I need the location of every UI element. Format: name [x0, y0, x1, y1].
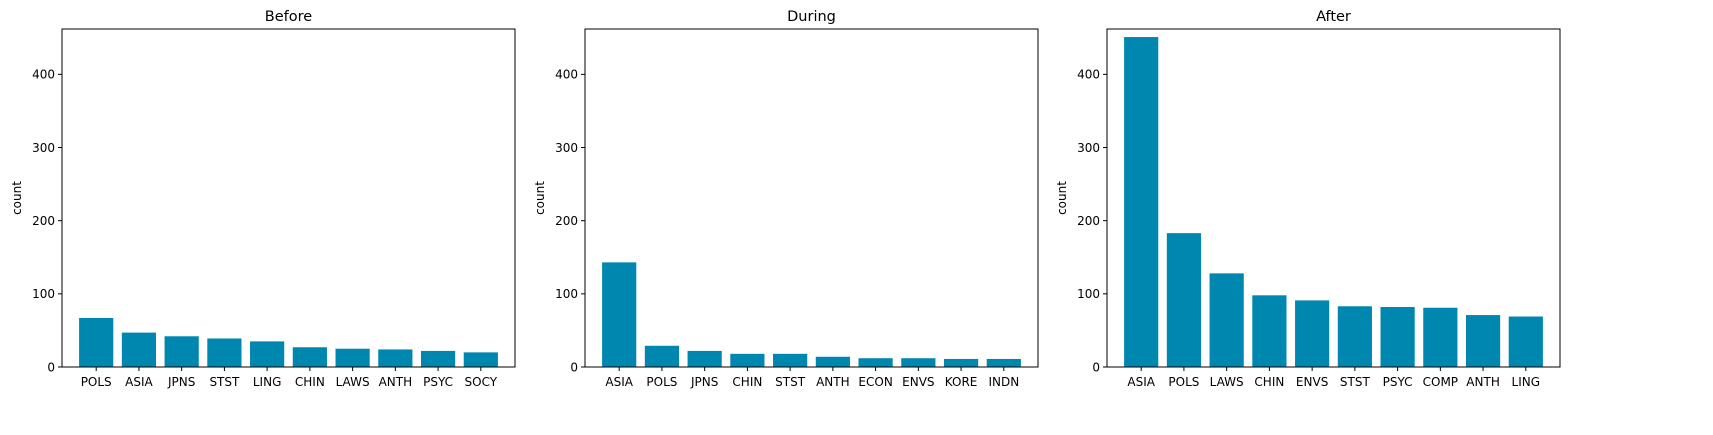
- bar-anth: [378, 349, 413, 367]
- y-tick-label: 400: [1077, 68, 1100, 82]
- x-tick-label: ASIA: [1127, 375, 1155, 389]
- bar-laws: [335, 348, 370, 367]
- bar-ling: [250, 341, 285, 367]
- bar-socy: [463, 352, 498, 367]
- bar-indn: [986, 358, 1021, 367]
- x-tick-label: STST: [775, 375, 806, 389]
- x-tick-label: ENVS: [902, 375, 934, 389]
- y-tick-label: 100: [32, 287, 55, 301]
- bar-psyc: [1380, 307, 1415, 367]
- bar-stst: [1337, 306, 1372, 367]
- x-tick-label: CHIN: [295, 375, 325, 389]
- x-tick-label: STST: [1340, 375, 1371, 389]
- y-tick-label: 400: [555, 68, 578, 82]
- x-tick-label: ECON: [858, 375, 892, 389]
- x-tick-label: ENVS: [1296, 375, 1328, 389]
- bar-pols: [644, 345, 680, 367]
- x-tick-label: ANTH: [379, 375, 413, 389]
- y-tick-label: 100: [555, 287, 578, 301]
- x-tick-label: INDN: [988, 375, 1019, 389]
- plot-frame: [1106, 28, 1561, 368]
- x-tick-label: KORE: [945, 375, 978, 389]
- plot-frame: [584, 28, 1039, 368]
- x-tick-label: STST: [209, 375, 240, 389]
- y-tick-label: 200: [555, 214, 578, 228]
- x-tick-label: POLS: [1168, 375, 1199, 389]
- bar-jpns: [687, 350, 722, 367]
- bar-asia: [121, 332, 157, 367]
- bar-stst: [207, 338, 242, 367]
- bar-jpns: [164, 336, 199, 367]
- plot-frame: [61, 28, 516, 368]
- bar-laws: [1209, 273, 1244, 367]
- chart-title: After: [1316, 9, 1351, 25]
- y-tick-label: 200: [1077, 214, 1100, 228]
- y-tick-label: 300: [32, 141, 55, 155]
- bar-pols: [1166, 233, 1202, 367]
- y-tick-label: 200: [32, 214, 55, 228]
- x-tick-label: PSYC: [1383, 375, 1413, 389]
- chart-panel-after: ASIA POLS LAWS CHIN ENVS STST PSYC COMP ANTH LING…: [1055, 9, 1561, 389]
- x-tick-label: COMP: [1423, 375, 1458, 389]
- bar-ling: [1508, 316, 1543, 367]
- chart-panel-during: ASIA POLS JPNS CHIN STST ANTH ECON ENVS KORE INDN…: [533, 9, 1039, 389]
- bar-chin: [292, 347, 327, 367]
- chart-title: During: [787, 9, 836, 25]
- y-tick-label: 0: [1092, 360, 1100, 374]
- bar-asia: [1124, 37, 1159, 368]
- bar-anth: [1465, 315, 1501, 367]
- x-tick-label: ASIA: [125, 375, 153, 389]
- bar-pols: [79, 317, 114, 367]
- x-tick-label: LING: [253, 375, 282, 389]
- y-axis-label: count: [533, 181, 547, 215]
- y-tick-label: 0: [47, 360, 55, 374]
- bar-stst: [773, 353, 808, 367]
- bar-psyc: [420, 350, 456, 367]
- y-axis-label: count: [10, 181, 24, 215]
- x-tick-label: SOCY: [465, 375, 498, 389]
- x-tick-label: ANTH: [1466, 375, 1500, 389]
- bar-asia: [602, 262, 637, 367]
- y-tick-label: 400: [32, 68, 55, 82]
- bar-anth: [815, 356, 850, 367]
- x-tick-label: ANTH: [816, 375, 850, 389]
- bar-kore: [943, 358, 979, 367]
- y-axis-label: count: [1055, 181, 1069, 215]
- x-tick-label: POLS: [646, 375, 677, 389]
- x-tick-label: LAWS: [336, 375, 370, 389]
- bar-chin: [1252, 295, 1287, 367]
- y-tick-label: 300: [555, 141, 578, 155]
- x-tick-label: JPNS: [167, 375, 195, 389]
- bar-envs: [1295, 300, 1330, 367]
- x-tick-label: POLS: [81, 375, 112, 389]
- x-tick-label: JPNS: [690, 375, 718, 389]
- bar-econ: [858, 358, 893, 367]
- bar-chin: [730, 353, 765, 367]
- y-tick-label: 0: [570, 360, 578, 374]
- x-tick-label: CHIN: [1254, 375, 1284, 389]
- chart-title: Before: [265, 9, 312, 25]
- y-tick-label: 300: [1077, 141, 1100, 155]
- x-tick-label: ASIA: [605, 375, 633, 389]
- x-tick-label: LAWS: [1210, 375, 1244, 389]
- x-tick-label: PSYC: [423, 375, 453, 389]
- bar-comp: [1423, 307, 1458, 367]
- x-tick-label: LING: [1512, 375, 1541, 389]
- y-tick-label: 100: [1077, 287, 1100, 301]
- bar-envs: [901, 358, 936, 367]
- chart-panel-before: POLS ASIA JPNS STST LING CHIN LAWS ANTH PSYC SOCY…: [10, 9, 516, 389]
- x-tick-label: CHIN: [732, 375, 762, 389]
